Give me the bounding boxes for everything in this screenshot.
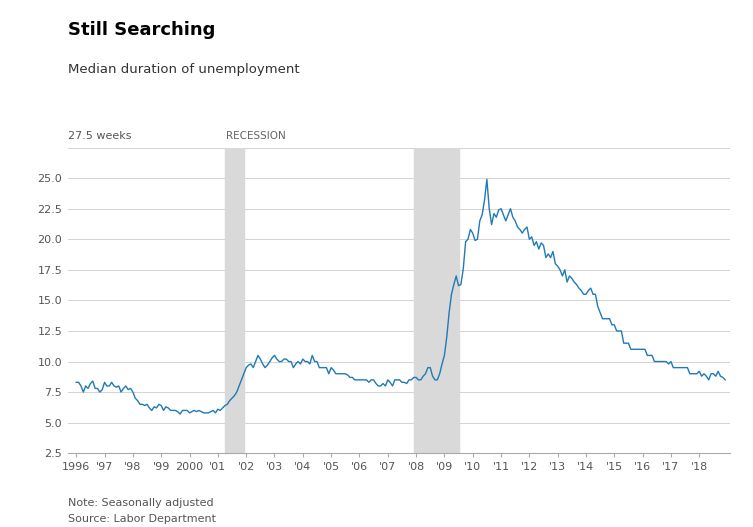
Bar bbox=[225, 148, 244, 453]
Bar bbox=[414, 148, 459, 453]
Text: RECESSION: RECESSION bbox=[227, 131, 286, 141]
Text: Median duration of unemployment: Median duration of unemployment bbox=[68, 63, 300, 76]
Text: Source: Labor Department: Source: Labor Department bbox=[68, 514, 216, 524]
Text: Still Searching: Still Searching bbox=[68, 21, 215, 39]
Text: 27.5 weeks: 27.5 weeks bbox=[68, 131, 131, 141]
Text: Note: Seasonally adjusted: Note: Seasonally adjusted bbox=[68, 498, 213, 508]
